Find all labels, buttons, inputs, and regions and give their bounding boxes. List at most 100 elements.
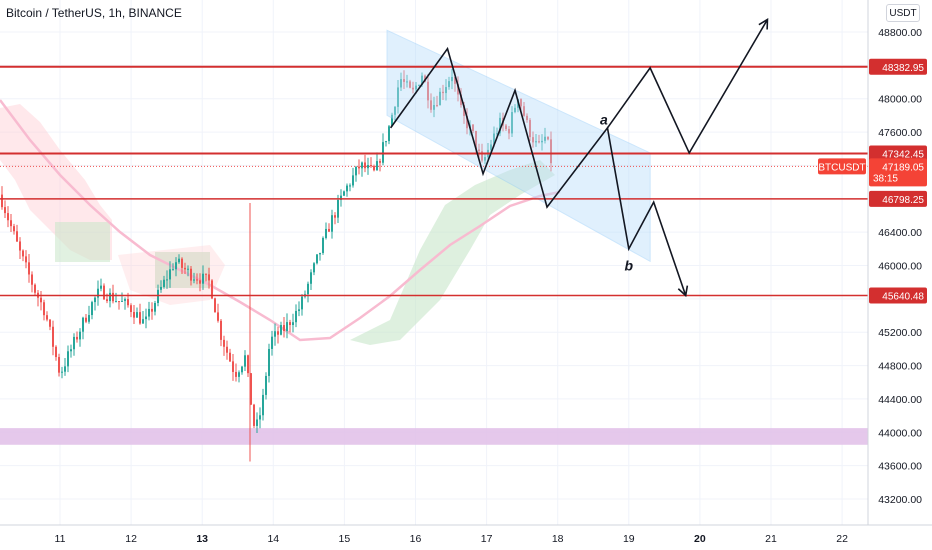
candle-body [31,274,33,285]
candle-body [22,250,24,257]
candle-body [190,268,192,281]
candle-body [202,273,204,284]
candle-body [79,331,81,340]
candle-body [523,106,525,116]
candle-body [286,322,288,331]
descending-channel [386,29,651,263]
candle-body [295,310,297,323]
candle-body [466,115,468,129]
candle-body [142,319,144,324]
time-tick-label: 13 [196,533,208,545]
candle-body [361,162,363,169]
candle-body [94,297,96,303]
candle-body [253,404,255,426]
candle-body [307,283,309,295]
candle-body [166,279,168,281]
candle-body [427,81,429,101]
candle-body [436,105,438,107]
candle-body [76,336,78,340]
candle-body [550,139,552,164]
candle-body [391,114,393,127]
candle-body [460,94,462,105]
candle-body [133,312,135,318]
candle-body [496,133,498,135]
candle-body [355,166,357,176]
candle-body [430,100,432,110]
candle-body [49,319,51,327]
candle-body [100,285,102,289]
candle-body [118,301,120,303]
candle-body [451,76,453,82]
candle-body [85,317,87,322]
candle-body [340,195,342,200]
candle-body [187,268,189,270]
price-axis-background [868,0,932,550]
time-axis: 11 12 13 14 15 16 17 18 19 20 21 22 [0,524,932,550]
candle-body [520,99,522,107]
candle-body [442,91,444,94]
candle-body [400,79,402,88]
candle-body [382,142,384,163]
time-tick-label: 19 [623,533,635,545]
candle-body [547,136,549,140]
candle-body [397,87,399,107]
candle-body [541,140,543,143]
candle-body [370,164,372,167]
candle-body [82,317,84,332]
time-tick-label: 22 [836,533,848,545]
candle-body [445,87,447,94]
currency-button[interactable]: USDT [886,4,920,22]
candle-body [25,256,27,263]
candle-body [109,292,111,302]
candle-body [181,258,183,268]
wave-label: a [600,112,608,128]
time-tick-label: 21 [765,533,777,545]
time-tick-label: 17 [481,533,493,545]
candle-body [271,336,273,349]
candle-body [157,289,159,303]
candle-body [58,357,60,373]
candle-body [409,81,411,88]
candle-body [223,339,225,347]
candle-body [385,141,387,143]
candle-body [289,322,291,326]
projection-line-up [606,19,769,155]
time-tick-label: 20 [694,533,706,545]
candle-body [478,149,480,152]
candle-body [334,215,336,218]
price-tick-label: 46400.00 [878,227,922,239]
candle-body [13,226,15,232]
candle-body [148,308,150,317]
candle-body [208,274,210,281]
candle-body [40,297,42,303]
candle-body [229,352,231,362]
candle-body [514,107,516,113]
candle-body [493,133,495,145]
candle-body [331,215,333,232]
candle-body [475,131,477,150]
price-tick-label: 48800.00 [878,27,922,39]
price-axis: 48800.0048400.0048000.0047600.0047200.00… [867,0,932,550]
candle-body [358,166,360,169]
candle-body [130,305,132,313]
cloud-bull [55,222,110,262]
candle-body [136,312,138,318]
candle-body [433,105,435,110]
candle-body [310,272,312,284]
cloud-bear [0,104,112,260]
level-price-tag-label: 45640.48 [882,291,924,302]
candle-body [226,346,228,353]
price-tick-label: 44000.00 [878,427,922,439]
candle-body [454,76,456,84]
candle-body [349,185,351,187]
candle-body [403,79,405,82]
candle-body [544,136,546,141]
projection-line [389,46,687,296]
candle-body [472,124,474,132]
candle-body [214,298,216,313]
candle-body [61,371,63,373]
candle-body [16,231,18,242]
candle-body [490,144,492,150]
candle-body [19,241,21,251]
